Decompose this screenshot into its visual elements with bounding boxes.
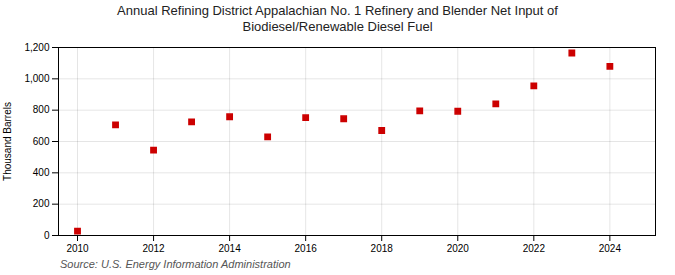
svg-text:200: 200 xyxy=(33,198,50,209)
svg-text:600: 600 xyxy=(33,136,50,147)
svg-text:1,000: 1,000 xyxy=(24,73,49,84)
svg-text:2012: 2012 xyxy=(142,243,165,254)
svg-text:2024: 2024 xyxy=(599,243,622,254)
svg-text:2020: 2020 xyxy=(447,243,470,254)
svg-text:2022: 2022 xyxy=(523,243,546,254)
svg-text:2018: 2018 xyxy=(371,243,394,254)
svg-text:400: 400 xyxy=(33,167,50,178)
svg-text:0: 0 xyxy=(44,230,50,241)
svg-text:800: 800 xyxy=(33,104,50,115)
svg-text:2016: 2016 xyxy=(295,243,318,254)
svg-text:2010: 2010 xyxy=(66,243,89,254)
svg-text:2014: 2014 xyxy=(218,243,241,254)
svg-text:1,200: 1,200 xyxy=(24,42,49,53)
html-text:Source: U.S. Energy Informatio: Source: U.S. Energy Information Administ… xyxy=(60,258,291,270)
html-text:Annual Refining District Appal: Annual Refining District Appalachian No.… xyxy=(117,3,558,34)
svg-text:Thousand Barrels: Thousand Barrels xyxy=(2,102,13,181)
